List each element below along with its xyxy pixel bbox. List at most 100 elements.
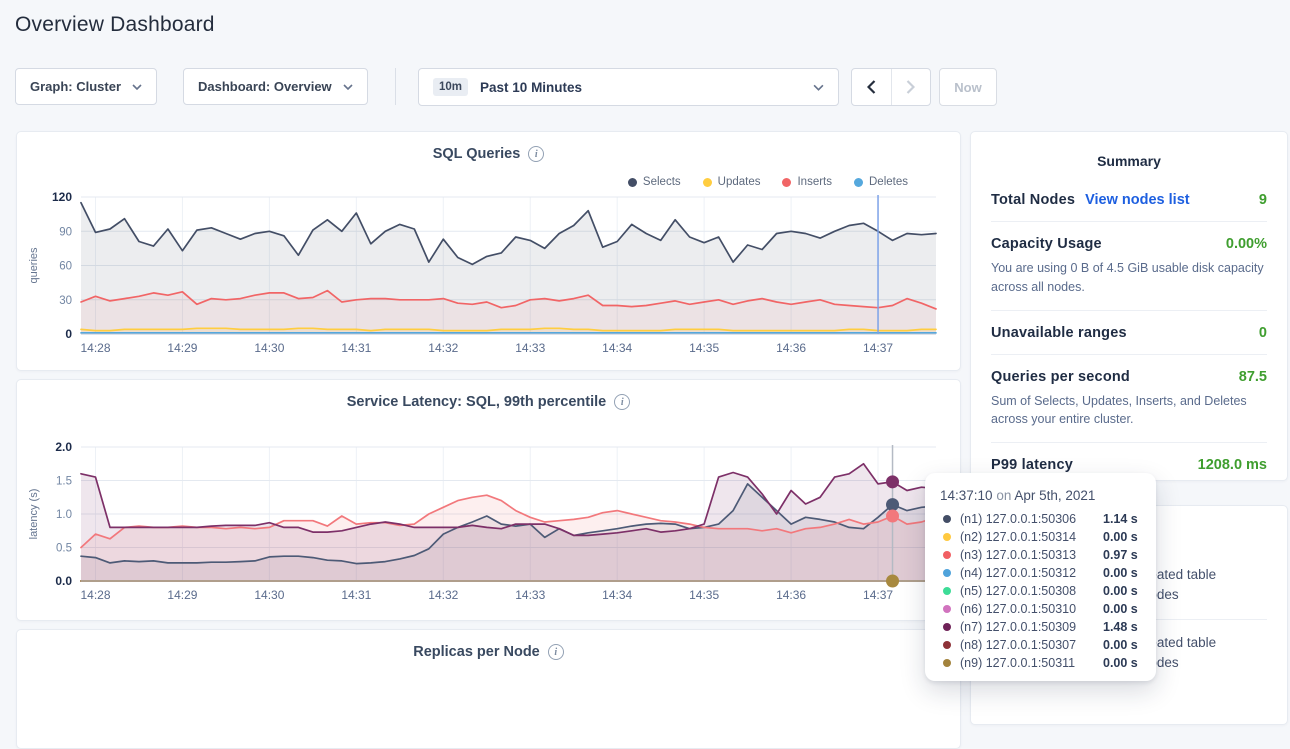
chart-hover-tooltip: 14:37:10 on Apr 5th, 2021 (n1) 127.0.0.1… bbox=[925, 473, 1156, 681]
tooltip-node-label: (n5) 127.0.0.1:50308 bbox=[960, 584, 1077, 598]
info-icon[interactable]: i bbox=[528, 146, 545, 162]
summary-row-value: 9 bbox=[1258, 192, 1267, 208]
tooltip-node-row: (n7) 127.0.0.1:50309 1.48 s bbox=[940, 618, 1142, 636]
chevron-down-icon bbox=[132, 83, 142, 90]
svg-text:14:31: 14:31 bbox=[341, 341, 371, 355]
summary-row: Unavailable ranges 0 bbox=[991, 311, 1267, 355]
svg-text:14:32: 14:32 bbox=[428, 588, 458, 602]
tooltip-node-row: (n3) 127.0.0.1:50313 0.97 s bbox=[940, 546, 1142, 564]
toolbar-divider bbox=[395, 68, 396, 105]
sql-queries-chart[interactable]: 0 30 60 90 120 14:28 14:29 14:30 14:31 14:32 14:33… bbox=[17, 172, 962, 372]
summary-row: P99 latency 1208.0 ms bbox=[991, 443, 1267, 486]
svg-text:14:33: 14:33 bbox=[515, 588, 545, 602]
sql-queries-title: SQL Queries bbox=[432, 146, 521, 162]
svg-text:14:35: 14:35 bbox=[689, 341, 719, 355]
replicas-card: Replicas per Node i bbox=[16, 629, 961, 749]
legend-item-inserts[interactable]: Inserts bbox=[782, 176, 832, 188]
sql-queries-card: SQL Queries i Selects Updates Inserts Delet… bbox=[16, 131, 961, 371]
series-color-dot bbox=[943, 515, 951, 523]
summary-row-value: 0 bbox=[1258, 324, 1267, 341]
legend-dot bbox=[782, 177, 792, 187]
svg-text:120: 120 bbox=[52, 190, 72, 204]
latency-card: Service Latency: SQL, 99th percentile i … bbox=[16, 379, 961, 621]
tooltip-timestamp: 14:37:10 on Apr 5th, 2021 bbox=[940, 488, 1096, 503]
svg-text:14:29: 14:29 bbox=[167, 341, 197, 355]
legend-dot bbox=[627, 177, 637, 187]
tooltip-node-value: 0.00 s bbox=[1103, 584, 1138, 598]
time-range-picker[interactable]: 10m Past 10 Minutes bbox=[418, 68, 839, 106]
summary-row-value: 87.5 bbox=[1238, 368, 1267, 385]
svg-text:14:36: 14:36 bbox=[776, 341, 806, 355]
legend-label: Updates bbox=[717, 176, 761, 188]
summary-row-label: P99 latency bbox=[991, 457, 1073, 473]
tooltip-node-row: (n1) 127.0.0.1:50306 1.14 s bbox=[940, 510, 1142, 528]
summary-title: Summary bbox=[1097, 153, 1161, 169]
tooltip-node-label: (n3) 127.0.0.1:50313 bbox=[960, 548, 1077, 562]
summary-row: Queries per second 87.5 Sum of Selects, Up… bbox=[991, 355, 1267, 443]
legend-item-updates[interactable]: Updates bbox=[702, 176, 761, 188]
svg-text:14:33: 14:33 bbox=[515, 341, 545, 355]
legend-label: Deletes bbox=[869, 176, 908, 188]
info-icon[interactable]: i bbox=[547, 644, 564, 660]
tooltip-node-label: (n9) 127.0.0.1:50311 bbox=[960, 656, 1076, 670]
tooltip-node-value: 0.00 s bbox=[1103, 530, 1138, 544]
tooltip-node-label: (n7) 127.0.0.1:50309 bbox=[960, 620, 1077, 634]
tooltip-node-value: 0.97 s bbox=[1103, 548, 1138, 562]
time-back-button[interactable] bbox=[852, 69, 891, 105]
svg-text:2.0: 2.0 bbox=[55, 440, 72, 454]
summary-row-label: Capacity Usage bbox=[991, 236, 1102, 252]
info-icon[interactable]: i bbox=[614, 394, 631, 410]
svg-text:1.0: 1.0 bbox=[56, 509, 72, 521]
svg-text:0.5: 0.5 bbox=[56, 543, 72, 555]
chevron-down-icon bbox=[343, 83, 353, 90]
series-color-dot bbox=[943, 659, 951, 667]
time-forward-button[interactable] bbox=[890, 69, 930, 105]
tooltip-node-value: 1.14 s bbox=[1103, 512, 1138, 526]
svg-text:queries: queries bbox=[28, 247, 40, 284]
svg-text:14:28: 14:28 bbox=[80, 341, 110, 355]
page-title: Overview Dashboard bbox=[15, 13, 215, 36]
series-color-dot bbox=[943, 605, 951, 613]
svg-text:14:37: 14:37 bbox=[863, 588, 893, 602]
view-nodes-list-link[interactable]: View nodes list bbox=[1085, 192, 1190, 208]
summary-row-value: 0.00% bbox=[1225, 236, 1267, 252]
summary-row: Capacity Usage 0.00% You are using 0 B of … bbox=[991, 222, 1267, 311]
svg-text:60: 60 bbox=[59, 261, 72, 273]
tooltip-node-row: (n4) 127.0.0.1:50312 0.00 s bbox=[940, 564, 1142, 582]
svg-text:14:29: 14:29 bbox=[167, 588, 197, 602]
summary-panel: Summary Total Nodes View nodes list 9 Capac… bbox=[970, 131, 1288, 481]
svg-text:90: 90 bbox=[59, 226, 72, 238]
dashboard-dropdown[interactable]: Dashboard: Overview bbox=[183, 68, 368, 105]
legend-label: Selects bbox=[642, 176, 681, 188]
svg-text:14:34: 14:34 bbox=[602, 341, 632, 355]
chevron-down-icon bbox=[813, 84, 824, 91]
svg-text:0.0: 0.0 bbox=[55, 574, 72, 588]
svg-text:latency (s): latency (s) bbox=[28, 489, 40, 540]
series-color-dot bbox=[943, 533, 951, 541]
series-color-dot bbox=[943, 641, 951, 649]
tooltip-node-label: (n8) 127.0.0.1:50307 bbox=[960, 638, 1077, 652]
now-button[interactable]: Now bbox=[939, 68, 997, 106]
graph-dropdown[interactable]: Graph: Cluster bbox=[15, 68, 158, 105]
svg-text:14:37: 14:37 bbox=[863, 341, 893, 355]
summary-row-description: You are using 0 B of 4.5 GiB usable disk… bbox=[991, 261, 1264, 294]
svg-text:14:36: 14:36 bbox=[776, 588, 806, 602]
summary-row: Total Nodes View nodes list 9 bbox=[991, 178, 1267, 222]
tooltip-node-row: (n6) 127.0.0.1:50310 0.00 s bbox=[940, 600, 1142, 618]
legend-dot bbox=[854, 177, 863, 187]
latency-chart[interactable]: 0.0 0.5 1.0 1.5 2.0 14:28 14:29 14:30 14:31 14:32… bbox=[17, 420, 962, 620]
tooltip-node-label: (n6) 127.0.0.1:50310 bbox=[960, 602, 1077, 616]
legend-item-selects[interactable]: Selects bbox=[627, 176, 681, 188]
svg-text:14:32: 14:32 bbox=[428, 341, 458, 355]
replicas-title: Replicas per Node bbox=[413, 644, 540, 660]
tooltip-node-label: (n4) 127.0.0.1:50312 bbox=[960, 566, 1077, 580]
svg-text:14:34: 14:34 bbox=[602, 588, 632, 602]
summary-row-label: Unavailable ranges bbox=[991, 324, 1127, 341]
tooltip-node-label: (n2) 127.0.0.1:50314 bbox=[960, 530, 1077, 544]
series-color-dot bbox=[943, 623, 951, 631]
svg-text:30: 30 bbox=[59, 295, 72, 307]
sql-queries-legend: Selects Updates Inserts Deletes bbox=[627, 176, 908, 188]
summary-row-value: 1208.0 ms bbox=[1197, 457, 1267, 473]
chevron-left-icon bbox=[866, 80, 876, 94]
legend-item-deletes[interactable]: Deletes bbox=[854, 176, 908, 188]
